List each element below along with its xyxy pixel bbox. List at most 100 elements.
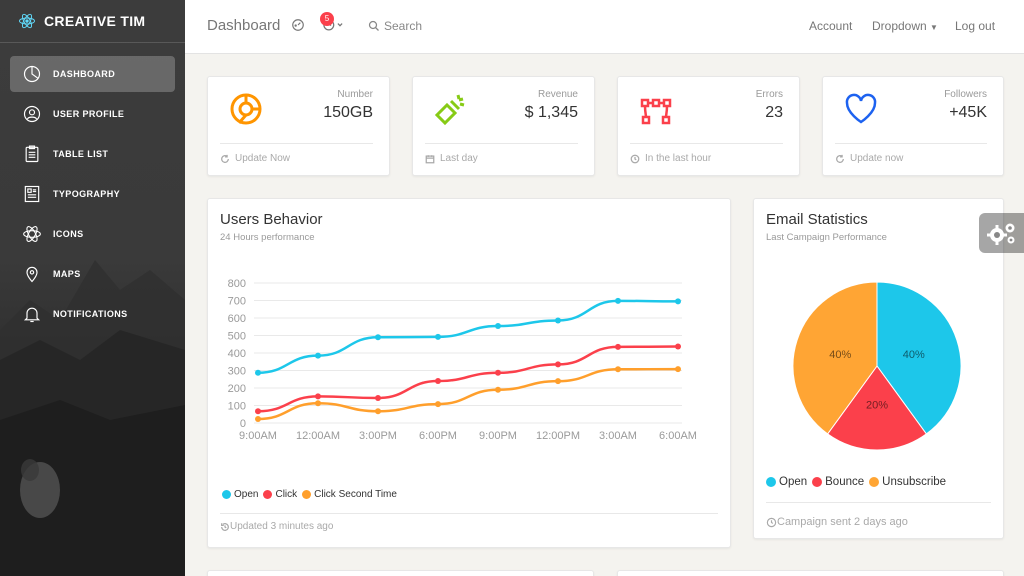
divider: [425, 143, 578, 144]
stat-footer-text: In the last hour: [645, 153, 712, 164]
stat-value: 150GB: [323, 104, 373, 121]
dashboard-icon[interactable]: [291, 18, 305, 37]
pie-slice: [876, 281, 962, 435]
stat-label: Followers: [944, 89, 987, 100]
stat-value: +45K: [949, 104, 987, 121]
x-tick-label: 6:00AM: [659, 430, 697, 442]
sidebar-item-dashboard[interactable]: DASHBOARD: [10, 56, 175, 92]
search-link[interactable]: Search: [368, 19, 422, 33]
sidebar-item-table-list[interactable]: TABLE LIST: [10, 136, 175, 172]
stat-footer: In the last hour: [630, 153, 711, 164]
bottom-card-left: [207, 570, 594, 576]
clock-icon: [766, 517, 777, 527]
gears-icon: [986, 223, 1014, 245]
card-title: Users Behavior: [220, 211, 323, 228]
x-tick-label: 12:00AM: [296, 430, 340, 442]
sidebar-item-label: TYPOGRAPHY: [53, 189, 121, 199]
brand-logo[interactable]: CREATIVE TIM: [0, 0, 185, 43]
chart-legend: Open Bounce Unsubscribe: [766, 476, 951, 488]
y-tick-label: 700: [228, 296, 246, 308]
pie-slice-label: 20%: [866, 400, 888, 412]
atom-icon: [22, 224, 42, 244]
settings-fixed-plugin[interactable]: [979, 213, 1024, 253]
sidebar-item-notifications[interactable]: NOTIFICATIONS: [10, 296, 175, 332]
data-point: [555, 361, 561, 368]
y-tick-label: 600: [228, 313, 246, 325]
x-tick-label: 12:00PM: [536, 430, 580, 442]
data-point: [315, 393, 321, 400]
history-icon: [221, 522, 229, 531]
y-tick-label: 100: [228, 401, 246, 413]
divider: [630, 143, 783, 144]
x-tick-label: 9:00PM: [479, 430, 517, 442]
sidebar-item-label: MAPS: [53, 269, 81, 279]
data-point: [435, 401, 441, 408]
email-statistics-card: Email Statistics Last Campaign Performan…: [753, 198, 1004, 539]
sidebar-background-image: [0, 260, 185, 576]
search-icon: [368, 20, 379, 31]
pie-slice: [792, 281, 878, 435]
sidebar-item-icons[interactable]: ICONS: [10, 216, 175, 252]
data-point: [675, 366, 681, 373]
data-point: [315, 400, 321, 407]
users-behavior-line-chart: 0 100 200 300 400 500 600 700 800 9:00AM 12:00AM 3:…: [228, 278, 697, 442]
top-navbar: Dashboard 5 Search Account Dropdown ▼ Lo…: [185, 0, 1024, 54]
sidebar-item-maps[interactable]: MAPS: [10, 256, 175, 292]
stat-footer[interactable]: Update Now: [220, 153, 290, 164]
account-link[interactable]: Account: [809, 19, 853, 33]
divider: [766, 502, 991, 503]
pie-slice: [826, 365, 928, 451]
legend-item-unsubscribe: Unsubscribe: [869, 476, 946, 488]
data-point: [435, 333, 441, 340]
stat-footer: Last day: [425, 153, 478, 164]
legend-dot: [766, 477, 776, 487]
data-point: [675, 343, 681, 350]
data-point: [255, 369, 261, 376]
vector-icon: [640, 98, 672, 125]
refresh-icon: [221, 154, 229, 163]
y-tick-label: 200: [228, 383, 246, 395]
dropdown-menu[interactable]: Dropdown ▼: [872, 19, 938, 33]
heart-icon: [845, 93, 877, 124]
data-point: [495, 369, 501, 376]
stat-label: Revenue: [537, 89, 578, 100]
stat-footer-text: Update Now: [235, 153, 291, 164]
sidebar-nav: DASHBOARD USER PROFILE TABLE LIST TYPOGR…: [0, 56, 185, 336]
sidebar-item-user-profile[interactable]: USER PROFILE: [10, 96, 175, 132]
sidebar-item-label: USER PROFILE: [53, 109, 125, 119]
sidebar-item-typography[interactable]: TYPOGRAPHY: [10, 176, 175, 212]
series-line: [257, 367, 679, 421]
light-bulb-icon: [434, 94, 465, 126]
stat-footer[interactable]: Update now: [835, 153, 903, 164]
data-point: [375, 408, 381, 415]
legend-dot: [812, 477, 823, 487]
legend-label: Unsubscribe: [882, 476, 947, 488]
stat-card-revenue: Revenue $ 1,345 Last day: [412, 76, 595, 176]
data-point: [495, 323, 501, 330]
page-title[interactable]: Dashboard: [207, 17, 281, 34]
data-point: [435, 378, 441, 384]
legend-dot: [263, 490, 273, 499]
users-behavior-card: Users Behavior 24 Hours performance 0 100…: [207, 198, 731, 548]
data-point: [555, 317, 561, 324]
sidebar-item-label: TABLE LIST: [53, 149, 109, 159]
divider: [220, 513, 718, 514]
card-title: Email Statistics: [766, 211, 868, 228]
caret-down-icon: ▼: [930, 23, 938, 32]
logout-link[interactable]: Log out: [955, 19, 996, 33]
search-label: Search: [384, 19, 423, 33]
data-point: [315, 352, 321, 359]
data-point: [375, 394, 381, 401]
dropdown-label: Dropdown: [872, 19, 927, 33]
legend-item-open: Open: [766, 476, 807, 488]
bell-icon: [22, 304, 42, 324]
data-point: [555, 378, 561, 385]
calendar-icon: [425, 154, 435, 163]
bottom-card-right: [617, 570, 1004, 576]
y-tick-label: 800: [228, 278, 246, 290]
y-tick-label: 300: [228, 366, 246, 378]
chart-circle-icon: [230, 93, 262, 125]
y-tick-label: 400: [228, 348, 246, 360]
legend-label: Click: [275, 489, 298, 500]
data-point: [495, 386, 501, 393]
